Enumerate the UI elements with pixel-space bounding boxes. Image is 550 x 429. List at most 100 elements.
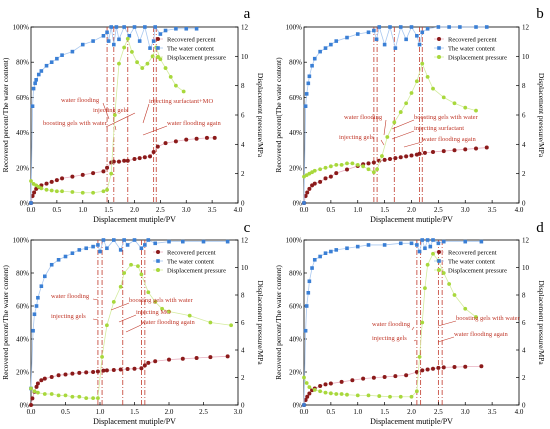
- recovered-point: [105, 165, 110, 170]
- recovered-point: [194, 355, 199, 360]
- x-tick-label: 3.5: [488, 408, 497, 416]
- plot-frame: [303, 26, 520, 204]
- pressure-point: [168, 74, 173, 79]
- water-point: [474, 25, 478, 29]
- water-point: [329, 42, 333, 47]
- y-tick-label: 0%: [20, 402, 30, 410]
- pressure-point: [307, 385, 312, 390]
- annotation-arrow: [102, 102, 110, 120]
- water-point: [49, 262, 54, 267]
- recovered-point: [452, 148, 457, 153]
- recovered-point: [431, 366, 435, 371]
- pressure-point: [318, 389, 323, 394]
- water-point: [345, 246, 349, 251]
- pressure-point: [80, 190, 85, 195]
- stage-annotation: injecting MO: [136, 309, 171, 316]
- pressure-point: [60, 189, 64, 194]
- recovered-point: [323, 382, 328, 387]
- pressure-point: [447, 282, 452, 286]
- water-point: [143, 243, 147, 247]
- annotation-arrow: [391, 130, 415, 140]
- recovered-point: [436, 365, 441, 370]
- water-point: [132, 25, 137, 29]
- y2-tick-label: 2: [241, 170, 245, 178]
- pressure-point: [167, 309, 171, 314]
- y-tick-label: 20%: [289, 164, 302, 172]
- recovered-point: [95, 369, 100, 374]
- recovered-point: [111, 368, 116, 373]
- y2-tick-label: 4: [522, 141, 526, 149]
- stage-annotation: water flooding: [372, 321, 411, 328]
- pressure-point: [431, 251, 435, 256]
- water-point: [32, 312, 37, 317]
- x-tick-label: 2.0: [130, 206, 139, 214]
- water-point: [158, 32, 163, 36]
- water-point: [329, 249, 333, 254]
- chart-panel-b: 0.0 0.5 1.0 1.5 2.0 2.5 3.0 3.5 4.00%20%40%60%80…: [274, 6, 546, 224]
- recovered-point: [425, 367, 430, 372]
- recovered-point: [77, 370, 82, 375]
- pressure-point: [44, 187, 49, 192]
- pressure-point: [29, 386, 33, 391]
- y-tick-label: 0%: [293, 200, 303, 208]
- y-tick-label: 60%: [16, 303, 29, 311]
- recovered-point: [307, 186, 312, 191]
- annotation-arrow: [110, 302, 130, 311]
- y-tick-label: 20%: [289, 369, 302, 377]
- pressure-point: [174, 83, 178, 88]
- stage-annotation: water flooding: [61, 97, 100, 104]
- y-tick-label: 40%: [16, 129, 29, 137]
- recovered-point: [132, 157, 137, 161]
- y-tick-label: 60%: [289, 94, 302, 102]
- recovered-point: [422, 150, 427, 155]
- legend-label: Displacement pressure: [448, 268, 507, 275]
- pressure-point: [105, 187, 109, 192]
- legend-marker-recovered: [156, 250, 160, 254]
- y-tick-label: 40%: [289, 336, 302, 344]
- recovered-point: [101, 368, 106, 373]
- pressure-point: [323, 165, 328, 170]
- x-tick-label: 0.5: [53, 206, 62, 214]
- legend-marker-pressure: [437, 268, 441, 272]
- recovered-point: [371, 375, 376, 380]
- water-point: [139, 246, 144, 251]
- water-point: [425, 238, 430, 242]
- legend-marker-water: [156, 46, 160, 50]
- annotation-arrow: [142, 125, 168, 136]
- pressure-point: [84, 396, 89, 401]
- legend-marker-pressure: [156, 55, 160, 59]
- x-tick-label: 1.0: [353, 408, 362, 416]
- pressure-point: [431, 86, 435, 91]
- recovered-point: [339, 379, 344, 384]
- x-tick-label: 2.0: [407, 206, 416, 214]
- recovered-point: [225, 354, 230, 359]
- pressure-point: [375, 167, 379, 172]
- pressure-point: [420, 61, 425, 66]
- stage-annotation: water flooding: [51, 293, 90, 300]
- pressure-line: [303, 252, 477, 398]
- recovered-point: [132, 366, 137, 371]
- water-point: [417, 42, 422, 47]
- recovered-point: [194, 136, 199, 141]
- recovered-point: [118, 367, 123, 372]
- pressure-point: [345, 392, 349, 397]
- stage-annotation: injecting gels: [372, 335, 407, 342]
- x-tick-label: 4.0: [515, 408, 524, 416]
- water-point: [55, 56, 59, 61]
- pressure-point: [135, 60, 139, 65]
- y-tick-label: 40%: [289, 129, 302, 137]
- pressure-point: [318, 167, 323, 172]
- pressure-point: [398, 110, 403, 114]
- recovered-point: [142, 363, 147, 368]
- water-point: [201, 239, 206, 244]
- x-tick-label: 2.0: [407, 408, 416, 416]
- x-tick-label: 0.5: [61, 408, 70, 416]
- pressure-point: [404, 101, 409, 106]
- recovered-point: [305, 190, 310, 195]
- pressure-point: [160, 306, 165, 311]
- annotation-arrow: [118, 314, 137, 323]
- water-point: [225, 239, 230, 244]
- y-tick-label: 20%: [16, 164, 29, 172]
- water-point: [184, 26, 189, 31]
- recovered-point: [328, 174, 333, 179]
